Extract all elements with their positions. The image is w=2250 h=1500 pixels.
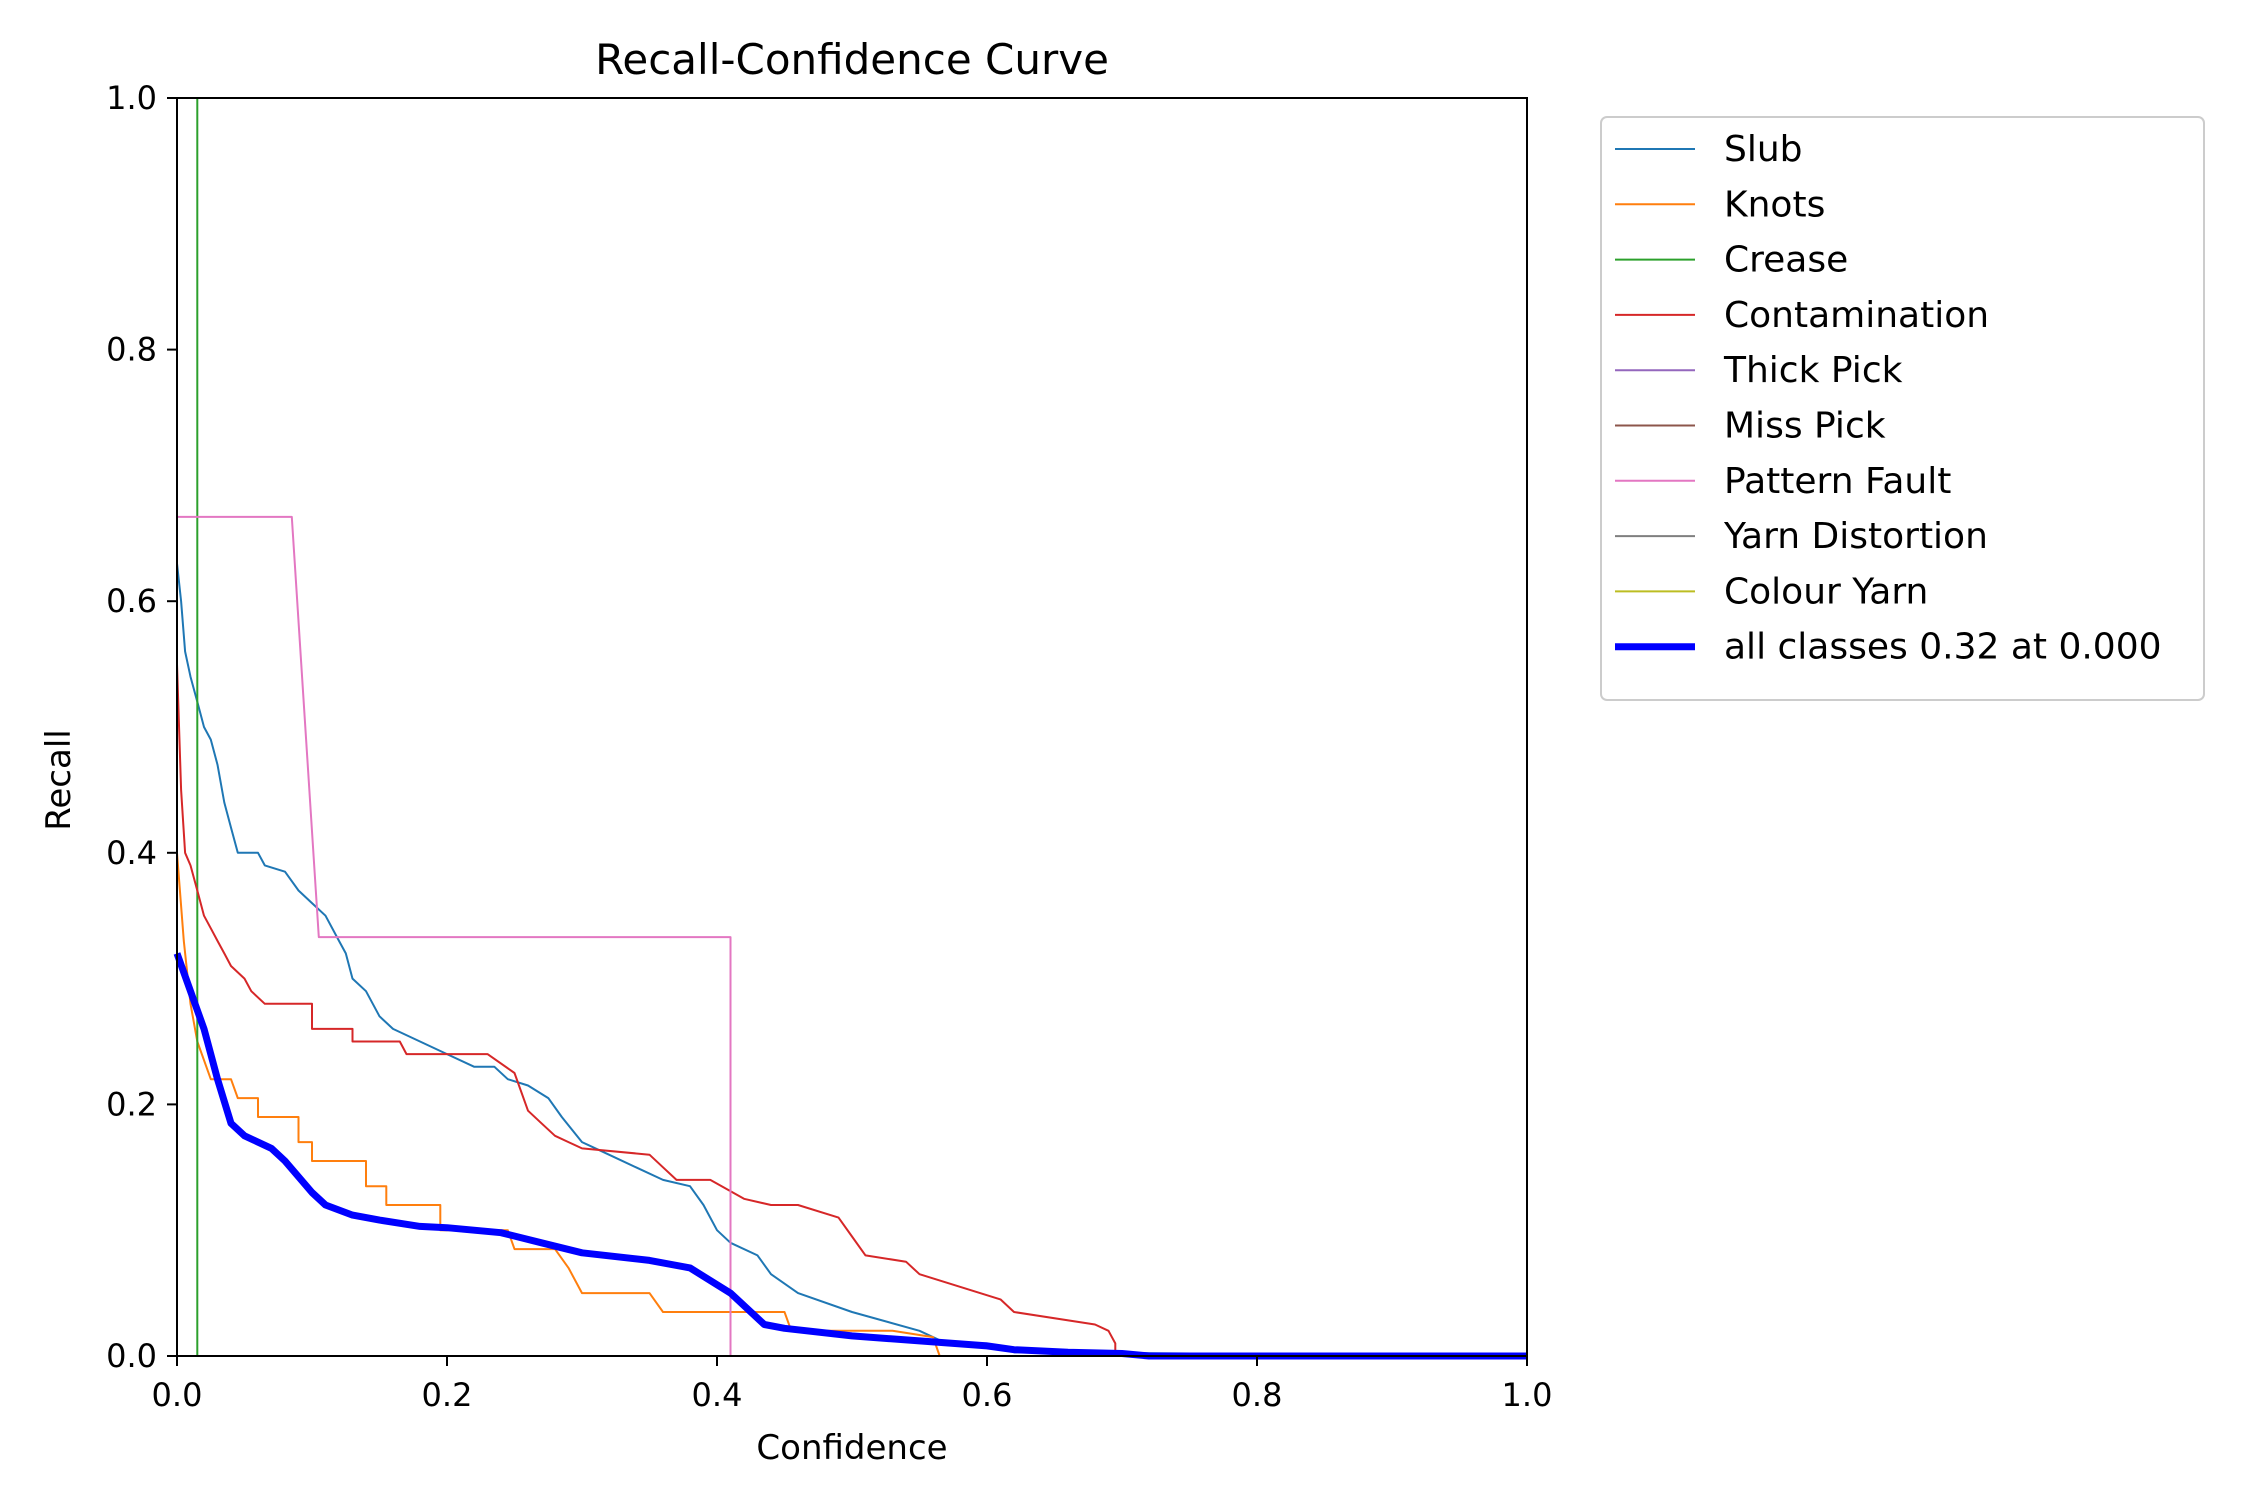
x-ticks: 0.0 0.2 0.4 0.6 0.8 1.0 xyxy=(152,1356,1553,1414)
chart-title: Recall-Confidence Curve xyxy=(595,35,1109,84)
legend-label: Pattern Fault xyxy=(1724,461,1951,502)
legend-label: Colour Yarn xyxy=(1724,571,1928,612)
x-axis-label: Confidence xyxy=(756,1428,947,1468)
series-line-pattern-fault xyxy=(177,515,1527,1357)
series-line-all-classes-0-32-at-0-000 xyxy=(173,952,1527,1360)
series-line-knots xyxy=(176,852,1527,1357)
y-axis-label: Recall xyxy=(39,729,79,830)
x-tick-label: 1.0 xyxy=(1502,1376,1553,1414)
x-tick-label: 0.2 xyxy=(422,1376,473,1414)
y-tick-label: 0.4 xyxy=(106,834,157,872)
legend-label: Miss Pick xyxy=(1724,406,1886,447)
y-ticks: 0.0 0.2 0.4 0.6 0.8 1.0 xyxy=(106,79,177,1375)
y-tick-label: 1.0 xyxy=(106,79,157,117)
x-tick-label: 0.8 xyxy=(1232,1376,1283,1414)
y-tick-label: 0.0 xyxy=(106,1337,157,1375)
legend-box xyxy=(1600,116,2205,701)
x-tick-label: 0.4 xyxy=(692,1376,743,1414)
plot-series-group xyxy=(173,98,1528,1360)
legend-label: Thick Pick xyxy=(1723,350,1903,391)
plot-frame xyxy=(176,97,1528,1357)
legend-label: Crease xyxy=(1724,240,1848,281)
series-line-crease xyxy=(196,98,1527,1357)
y-tick-label: 0.8 xyxy=(106,331,157,369)
x-tick-label: 0.0 xyxy=(152,1376,203,1414)
legend-label: all classes 0.32 at 0.000 xyxy=(1724,627,2162,668)
y-tick-label: 0.6 xyxy=(106,582,157,620)
legend-label: Yarn Distortion xyxy=(1723,516,1988,557)
y-tick-label: 0.2 xyxy=(106,1085,157,1123)
legend: Slub Knots Crease Contamination Thick Pick Mi… xyxy=(1600,116,2205,701)
series-line-contamination xyxy=(176,664,1527,1357)
legend-label: Contamination xyxy=(1724,295,1989,336)
x-tick-label: 0.6 xyxy=(962,1376,1013,1414)
legend-label: Slub xyxy=(1724,129,1803,170)
legend-label: Knots xyxy=(1724,184,1825,225)
series-line-slub xyxy=(176,563,1528,1357)
